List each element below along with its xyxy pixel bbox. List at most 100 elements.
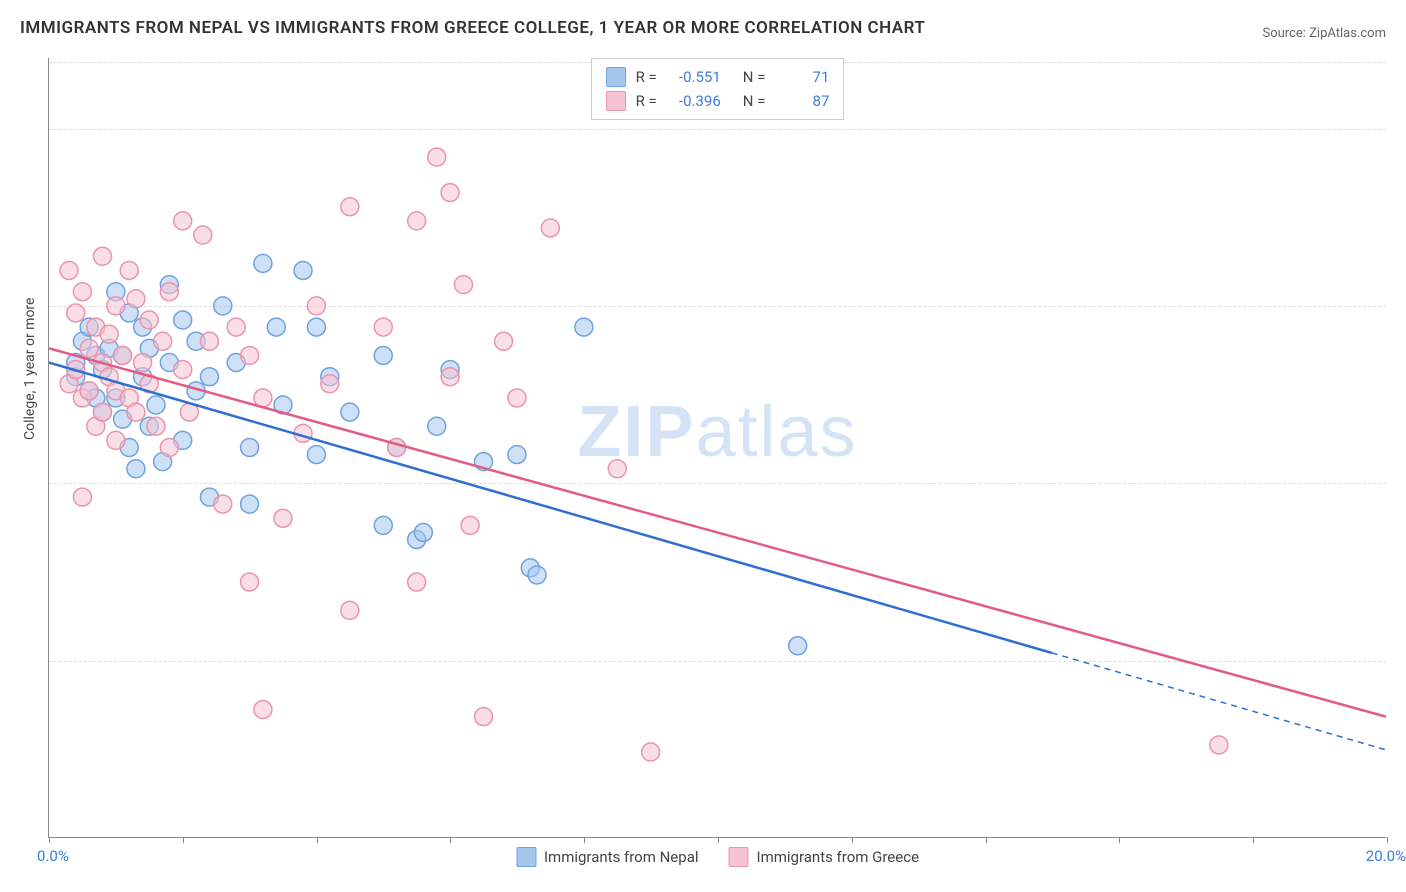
- data-point: [307, 297, 325, 315]
- swatch-nepal-icon: [516, 847, 536, 867]
- data-point: [147, 417, 165, 435]
- swatch-greece: [606, 91, 626, 111]
- data-point: [267, 318, 285, 336]
- data-point: [127, 403, 145, 421]
- scatter-svg: [49, 58, 1386, 837]
- y-tick-label: 75.0%: [1396, 296, 1406, 314]
- regression-line: [49, 348, 1386, 716]
- y-tick-label: 50.0%: [1396, 473, 1406, 491]
- data-point: [214, 495, 232, 513]
- data-point: [67, 304, 85, 322]
- x-tick-mark: [450, 837, 451, 843]
- data-point: [73, 283, 91, 301]
- data-point: [341, 601, 359, 619]
- data-point: [508, 446, 526, 464]
- data-point: [454, 276, 472, 294]
- data-point: [214, 297, 232, 315]
- legend-stats-row-greece: R = -0.396 N = 87: [606, 89, 830, 113]
- data-point: [475, 708, 493, 726]
- data-point: [114, 346, 132, 364]
- data-point: [428, 148, 446, 166]
- data-point: [254, 389, 272, 407]
- n-value-nepal: 71: [775, 68, 829, 86]
- data-point: [134, 354, 152, 372]
- data-point: [73, 488, 91, 506]
- x-tick-mark: [718, 837, 719, 843]
- data-point: [80, 382, 98, 400]
- n-value-greece: 87: [775, 92, 829, 110]
- legend-item-greece: Immigrants from Greece: [729, 847, 920, 867]
- data-point: [541, 219, 559, 237]
- data-point: [575, 318, 593, 336]
- data-point: [428, 417, 446, 435]
- x-tick-mark: [1387, 837, 1388, 843]
- data-point: [254, 254, 272, 272]
- data-point: [160, 283, 178, 301]
- chart-plot-area: ZIPatlas R = -0.551 N = 71 R = -0.396 N …: [48, 58, 1386, 838]
- data-point: [194, 226, 212, 244]
- x-axis-max-label: 20.0%: [1366, 847, 1406, 865]
- y-tick-label: 100.0%: [1396, 119, 1406, 137]
- data-point: [441, 368, 459, 386]
- data-point: [408, 212, 426, 230]
- data-point: [241, 346, 259, 364]
- data-point: [127, 290, 145, 308]
- data-point: [441, 184, 459, 202]
- data-point: [408, 573, 426, 591]
- x-tick-mark: [1253, 837, 1254, 843]
- data-point: [254, 701, 272, 719]
- data-point: [414, 523, 432, 541]
- data-point: [200, 332, 218, 350]
- data-point: [508, 389, 526, 407]
- data-point: [160, 439, 178, 457]
- data-point: [528, 566, 546, 584]
- data-point: [140, 311, 158, 329]
- x-tick-mark: [317, 837, 318, 843]
- x-tick-mark: [49, 837, 50, 843]
- y-tick-label: 25.0%: [1396, 651, 1406, 669]
- y-axis-label: College, 1 year or more: [22, 298, 38, 440]
- data-point: [374, 318, 392, 336]
- data-point: [174, 361, 192, 379]
- regression-line: [49, 363, 1052, 653]
- swatch-nepal: [606, 67, 626, 87]
- x-tick-mark: [584, 837, 585, 843]
- legend-item-nepal: Immigrants from Nepal: [516, 847, 699, 867]
- data-point: [374, 516, 392, 534]
- legend-stats: R = -0.551 N = 71 R = -0.396 N = 87: [591, 58, 845, 120]
- data-point: [60, 261, 78, 279]
- data-point: [307, 318, 325, 336]
- data-point: [642, 743, 660, 761]
- data-point: [93, 247, 111, 265]
- data-point: [241, 573, 259, 591]
- data-point: [154, 332, 172, 350]
- data-point: [321, 375, 339, 393]
- data-point: [1210, 736, 1228, 754]
- data-point: [341, 403, 359, 421]
- data-point: [495, 332, 513, 350]
- x-tick-mark: [1119, 837, 1120, 843]
- data-point: [241, 439, 259, 457]
- legend-stats-row-nepal: R = -0.551 N = 71: [606, 65, 830, 89]
- data-point: [374, 346, 392, 364]
- data-point: [120, 261, 138, 279]
- data-point: [227, 318, 245, 336]
- r-value-greece: -0.396: [667, 92, 721, 110]
- data-point: [174, 311, 192, 329]
- data-point: [341, 198, 359, 216]
- x-tick-mark: [183, 837, 184, 843]
- data-point: [127, 460, 145, 478]
- data-point: [174, 212, 192, 230]
- x-axis-min-label: 0.0%: [37, 847, 69, 865]
- data-point: [294, 261, 312, 279]
- data-point: [307, 446, 325, 464]
- x-tick-mark: [986, 837, 987, 843]
- data-point: [789, 637, 807, 655]
- r-value-nepal: -0.551: [667, 68, 721, 86]
- source-attribution: Source: ZipAtlas.com: [1262, 26, 1386, 41]
- data-point: [200, 368, 218, 386]
- chart-title: IMMIGRANTS FROM NEPAL VS IMMIGRANTS FROM…: [20, 18, 925, 38]
- legend-series: Immigrants from Nepal Immigrants from Gr…: [516, 847, 919, 867]
- data-point: [461, 516, 479, 534]
- data-point: [241, 495, 259, 513]
